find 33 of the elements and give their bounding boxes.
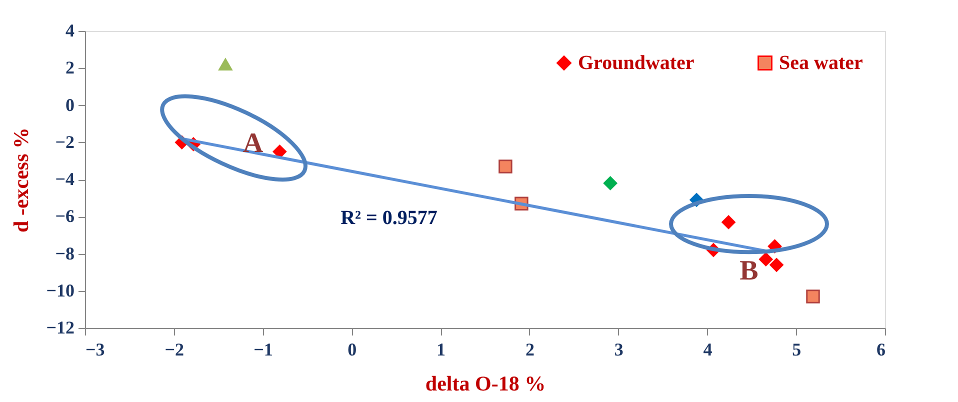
x-tick-label: 2: [525, 340, 534, 360]
y-tick-label: −4: [55, 169, 74, 189]
y-axis-title: d -excess %: [9, 128, 34, 232]
point: [498, 160, 512, 174]
x-tick-label: −3: [86, 340, 105, 360]
legend-label: Groundwater: [578, 52, 694, 74]
x-tick-label: 0: [348, 340, 357, 360]
x-axis-title: delta O-18 %: [425, 372, 546, 396]
x-tick-label: 4: [703, 340, 712, 360]
annotation: R² = 0.9577: [340, 207, 438, 230]
x-tick-label: 1: [436, 340, 446, 360]
y-tick-label: −10: [46, 280, 74, 300]
point: [218, 58, 232, 70]
y-tick-label: 0: [66, 94, 74, 115]
x-tick-label: −2: [164, 340, 184, 360]
point: [770, 258, 784, 272]
x-tick-label: 5: [792, 340, 802, 360]
point: [759, 252, 773, 266]
point: [806, 290, 820, 304]
point: [722, 215, 736, 230]
y-tick-label: −12: [46, 318, 74, 338]
y-tick-label: −6: [55, 206, 74, 226]
y-tick-label: 4: [66, 20, 74, 40]
x-tick-label: 3: [614, 340, 624, 360]
annotation: A: [242, 128, 264, 159]
y-tick-label: −8: [55, 243, 74, 264]
legend-label: Sea water: [779, 52, 863, 74]
y-tick-label: 2: [66, 58, 74, 78]
point: [603, 176, 618, 190]
y-tick-label: −2: [55, 132, 74, 152]
x-tick-label: 6: [876, 340, 886, 360]
annotation: B: [740, 256, 758, 287]
x-tick-label: −1: [254, 340, 273, 360]
